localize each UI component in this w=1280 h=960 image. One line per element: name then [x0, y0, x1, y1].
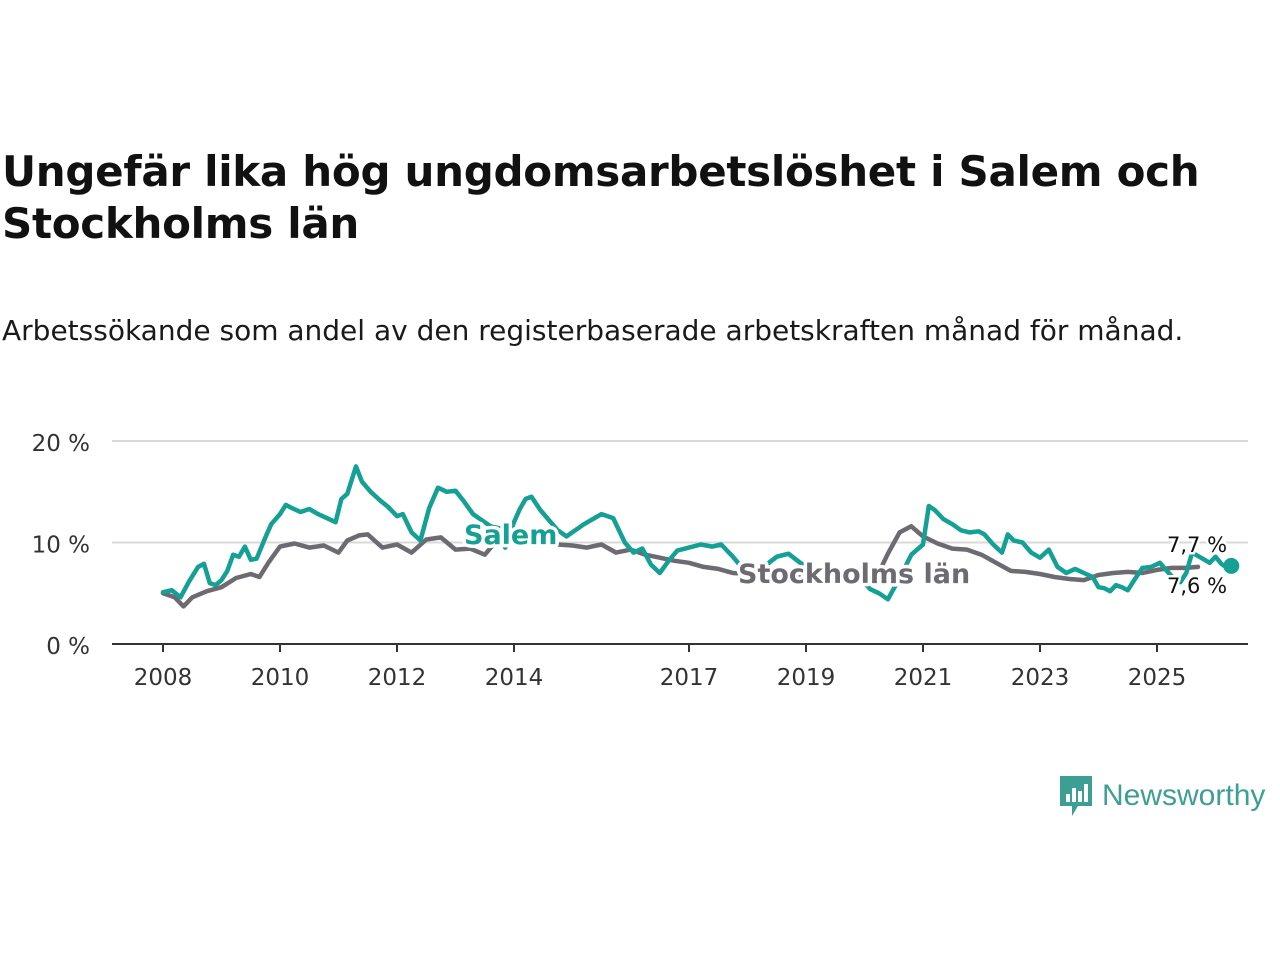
x-tick-label: 2012 — [368, 665, 427, 691]
brand-name: Newsworthy — [1102, 779, 1266, 812]
x-tick-label: 2008 — [134, 665, 193, 691]
x-tick-label: 2021 — [894, 665, 953, 691]
series-line-stockholms-l-n — [160, 524, 1201, 609]
series-line-salem — [160, 464, 1234, 602]
x-tick-label: 2025 — [1128, 665, 1187, 691]
y-tick-label: 0 % — [46, 634, 90, 660]
x-tick-label: 2010 — [251, 665, 310, 691]
y-tick-label: 20 % — [32, 431, 90, 457]
y-tick-label: 10 % — [32, 533, 90, 559]
chart-subtitle: Arbetssökande som andel av den registerb… — [2, 314, 1184, 347]
x-tick-label: 2023 — [1011, 665, 1070, 691]
series-label-salem: Salem — [464, 520, 557, 551]
newsworthy-icon — [1060, 776, 1092, 816]
x-tick-label: 2014 — [485, 665, 544, 691]
salem-end-dot — [1223, 557, 1240, 574]
x-tick-label: 2017 — [660, 665, 719, 691]
newsworthy-logo: Newsworthy — [1058, 774, 1265, 818]
x-tick-label: 2019 — [777, 665, 836, 691]
chart-title: Ungefär lika hög ungdomsarbetslöshet i S… — [2, 147, 1200, 248]
end-label-stockholms-lan: 7,6 % — [1167, 574, 1227, 598]
series-label-stockholms-lan: Stockholms län — [738, 559, 970, 590]
end-label-salem: 7,7 % — [1167, 533, 1227, 557]
